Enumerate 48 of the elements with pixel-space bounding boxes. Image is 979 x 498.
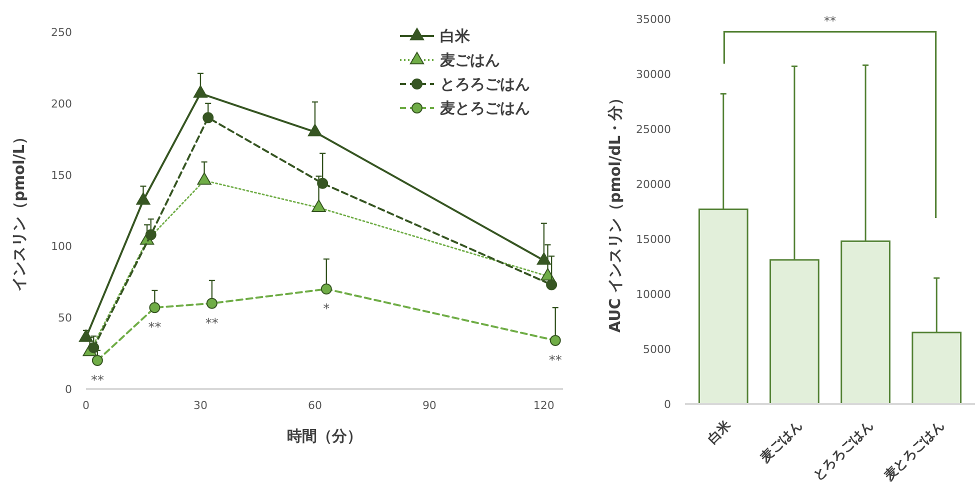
point [546, 279, 558, 290]
x-tick-label: 60 [308, 399, 322, 412]
annotation: ** [824, 14, 836, 28]
y-tick-label: 50 [58, 312, 72, 325]
y-tick-label: 20000 [636, 178, 671, 191]
y-tick-label: 200 [51, 97, 72, 110]
x-tick-label: 90 [422, 399, 436, 412]
annotation: ** [148, 320, 162, 336]
x-tick-label: 0 [82, 399, 90, 412]
x-tick-label: とろろごはん [810, 418, 876, 484]
x-tick-label: 麦ごはん [757, 418, 806, 466]
y-tick-label: 150 [51, 168, 72, 182]
point [145, 229, 156, 240]
point [312, 200, 326, 212]
x-tick-label: 120 [533, 399, 554, 412]
point [536, 252, 551, 265]
point [92, 354, 103, 366]
y-tick-label: 35000 [636, 13, 671, 26]
y-tick-label: 0 [65, 383, 72, 396]
y-tick-label: 25000 [636, 123, 671, 136]
point [197, 172, 212, 185]
y-tick-label: 10000 [636, 288, 671, 301]
legend-label: とろろごはん [440, 75, 530, 93]
legend-label: 麦とろごはん [439, 99, 530, 117]
point [136, 192, 150, 205]
point [193, 85, 208, 98]
legend-label: 白米 [440, 27, 471, 45]
y-axis-title: インスリン（pmol/L） [10, 130, 28, 292]
y-axis-title: AUC インスリン（pmol/dL・分） [606, 90, 624, 333]
annotation: * [323, 302, 330, 318]
y-tick-label: 15000 [636, 233, 671, 246]
x-tick-label: 30 [193, 399, 208, 412]
annotation: ** [205, 316, 219, 332]
annotation: ** [548, 353, 562, 368]
y-tick-label: 250 [51, 26, 72, 39]
point [206, 298, 218, 309]
annotation: ** [90, 373, 104, 388]
point [308, 124, 322, 136]
legend-label: 麦ごはん [439, 51, 500, 69]
y-tick-label: 100 [51, 240, 72, 254]
y-tick-label: 5000 [643, 343, 671, 356]
point [320, 284, 332, 295]
point [550, 334, 561, 346]
x-tick-label: 白米 [705, 418, 735, 448]
x-tick-label: 麦とろごはん [880, 418, 948, 485]
y-tick-label: 30000 [636, 68, 671, 81]
point [149, 302, 160, 314]
x-axis-title: 時間（分） [287, 427, 362, 445]
